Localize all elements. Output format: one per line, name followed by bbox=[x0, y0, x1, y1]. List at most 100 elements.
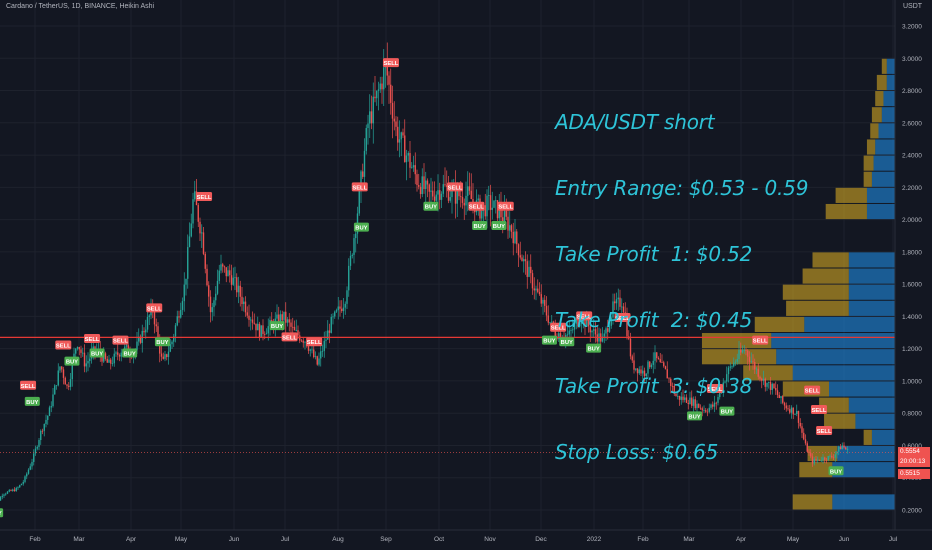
volume-profile-bar-down bbox=[875, 91, 884, 107]
volume-profile-bar-up bbox=[871, 171, 895, 187]
candle-body bbox=[227, 270, 229, 277]
buy-signal: BUY bbox=[687, 411, 703, 421]
candle-body bbox=[565, 334, 567, 339]
price-tick-label: 1.4000 bbox=[902, 314, 922, 321]
candle-body bbox=[682, 396, 684, 400]
sell-signal-badge bbox=[614, 313, 631, 323]
annotation-line: Take Profit 2: $0.45 bbox=[555, 308, 753, 332]
sell-signal-badge bbox=[306, 337, 323, 347]
candle-body bbox=[659, 359, 661, 363]
time-tick-label: May bbox=[787, 536, 800, 543]
candle-body bbox=[346, 290, 348, 304]
candle-body bbox=[304, 341, 306, 343]
candle-body bbox=[388, 75, 390, 85]
candle-body bbox=[458, 188, 460, 197]
candle-body bbox=[706, 411, 709, 413]
sell-signal-badge bbox=[550, 322, 567, 332]
candle-body bbox=[467, 186, 469, 196]
sell-signal-badge bbox=[196, 192, 213, 202]
candle-body bbox=[379, 83, 381, 90]
candle-body bbox=[381, 83, 383, 90]
buy-signal: BUY bbox=[559, 337, 575, 347]
candle-body bbox=[376, 90, 378, 99]
candle-body bbox=[612, 301, 614, 318]
candle-body bbox=[75, 348, 77, 354]
sell-signal: SELL bbox=[804, 385, 821, 395]
candle-body bbox=[764, 378, 766, 387]
sell-signal-badge bbox=[55, 340, 72, 350]
candle-body bbox=[12, 489, 14, 491]
signal-text: SELL bbox=[817, 429, 832, 435]
price-tick-label: 1.2000 bbox=[902, 346, 922, 353]
candle-body bbox=[530, 266, 532, 274]
candle-body bbox=[330, 316, 332, 333]
time-axis[interactable] bbox=[0, 530, 932, 550]
candle-body bbox=[769, 382, 772, 390]
candle-body bbox=[348, 265, 350, 291]
sell-signal: SELL bbox=[196, 192, 213, 202]
candle-body bbox=[409, 153, 411, 168]
candle-body bbox=[160, 353, 163, 357]
candle-body bbox=[834, 454, 836, 458]
candle-body bbox=[825, 459, 828, 461]
volume-profile-bar-up bbox=[848, 397, 895, 413]
time-tick-label: Jun bbox=[839, 536, 850, 543]
price-axis[interactable] bbox=[895, 0, 932, 530]
candle-body bbox=[461, 196, 464, 203]
signal-text: SELL bbox=[307, 340, 322, 346]
time-tick-label: Mar bbox=[73, 536, 85, 543]
candle-body bbox=[643, 370, 646, 376]
candle-body bbox=[694, 399, 696, 409]
candle-body bbox=[355, 233, 357, 239]
candle-body bbox=[437, 190, 439, 195]
sell-signal-badge bbox=[804, 385, 821, 395]
candle-body bbox=[745, 350, 747, 351]
candle-body bbox=[829, 455, 831, 457]
candle-body bbox=[808, 451, 810, 454]
candle-body bbox=[803, 432, 805, 440]
candle-body bbox=[311, 349, 313, 351]
candle-body bbox=[657, 357, 660, 360]
candle-body bbox=[575, 320, 577, 324]
signal-text: SELL bbox=[498, 205, 513, 211]
candle-body bbox=[719, 391, 721, 398]
candle-body bbox=[684, 397, 686, 400]
volume-profile-bar-up bbox=[886, 74, 895, 91]
candle-body bbox=[523, 259, 525, 262]
candle-body bbox=[818, 459, 821, 461]
candle-body bbox=[796, 411, 798, 414]
buy-signal-badge bbox=[64, 356, 80, 366]
volume-profile-bar-down bbox=[792, 494, 833, 510]
candle-body bbox=[321, 350, 324, 352]
signal-text: SELL bbox=[448, 185, 463, 191]
signal-text: SELL bbox=[577, 314, 592, 320]
candle-body bbox=[414, 165, 416, 175]
buy-signal: BUY bbox=[719, 406, 735, 416]
candle-body bbox=[752, 361, 754, 363]
candle-body bbox=[174, 325, 177, 337]
candle-body bbox=[573, 323, 576, 330]
price-tick-label: 2.4000 bbox=[902, 153, 922, 160]
candle-body bbox=[314, 356, 317, 358]
candle-body bbox=[638, 369, 640, 374]
buy-signal-badge bbox=[154, 337, 170, 347]
time-tick-label: Nov bbox=[484, 536, 496, 543]
candle-body bbox=[743, 350, 745, 351]
candle-body bbox=[689, 397, 691, 405]
signal-text: BUY bbox=[830, 469, 842, 475]
signal-text: SELL bbox=[113, 339, 128, 345]
candle-body bbox=[103, 353, 105, 362]
candle-body bbox=[157, 326, 159, 339]
volume-profile-bar-up bbox=[837, 445, 895, 462]
volume-profile-bar-up bbox=[792, 365, 895, 381]
buy-signal-badge bbox=[89, 348, 105, 358]
candle-body bbox=[615, 299, 618, 304]
candle-body bbox=[255, 323, 257, 331]
candle-body bbox=[832, 457, 835, 459]
candle-body bbox=[34, 448, 37, 454]
buy-signal: BUY bbox=[472, 221, 488, 231]
candle-body bbox=[447, 186, 450, 201]
candle-body bbox=[820, 460, 822, 462]
